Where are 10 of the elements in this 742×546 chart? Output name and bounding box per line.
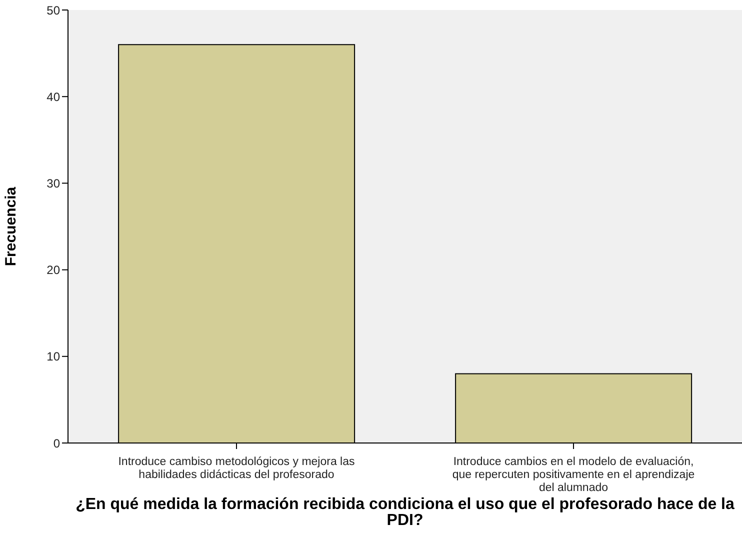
y-tick-label: 50 <box>46 3 60 18</box>
y-tick-label: 0 <box>53 436 60 450</box>
x-tick-label: Introduce cambiso metodológicos y mejora las habilidades didácticas del profesorado <box>118 456 355 481</box>
y-tick-label: 20 <box>46 263 60 278</box>
y-tick-label: 40 <box>46 90 60 104</box>
x-axis-title: ¿En qué medida la formación recibida condiciona el uso que el profesorado hace de la PDI? <box>74 496 736 529</box>
y-tick-label: 30 <box>46 176 60 190</box>
y-axis-title: Frecuencia <box>2 186 20 266</box>
y-tick-label: 10 <box>46 350 60 364</box>
x-tick-label: Introduce cambios en el modelo de evaluación, que repercuten positivamente en el aprendizaje del alumnado <box>452 456 695 494</box>
